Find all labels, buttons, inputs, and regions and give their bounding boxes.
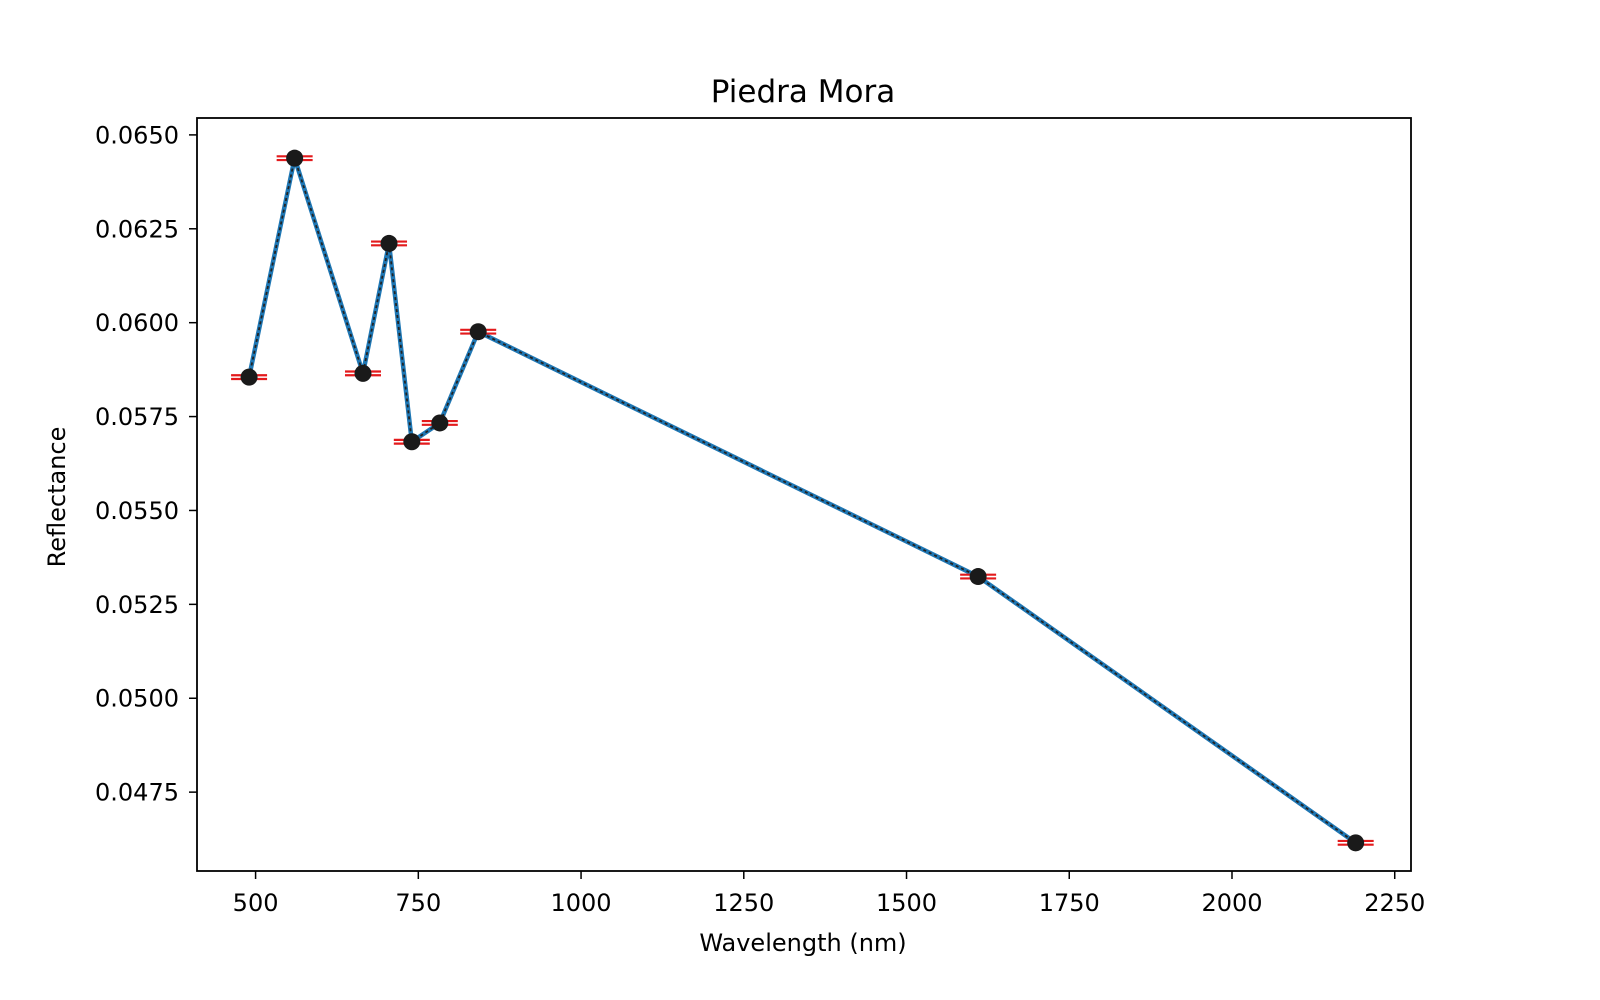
axes-frame <box>196 117 1412 872</box>
y-tick-label: 0.0650 <box>95 121 179 149</box>
data-point <box>240 368 258 386</box>
data-point <box>1347 834 1365 852</box>
x-tick-label: 2250 <box>1364 889 1425 917</box>
data-point <box>354 364 372 382</box>
data-point <box>431 414 449 432</box>
x-tick-label: 1250 <box>713 889 774 917</box>
x-axis-title: Wavelength (nm) <box>699 929 906 957</box>
y-tick-label: 0.0500 <box>95 685 179 713</box>
x-tick-label: 1000 <box>551 889 612 917</box>
y-tick-label: 0.0625 <box>95 215 179 243</box>
y-tick-label: 0.0600 <box>95 309 179 337</box>
y-tick-label: 0.0525 <box>95 591 179 619</box>
data-point <box>380 234 398 252</box>
x-axis: 500 750 1000 1250 1500 1750 2000 2250 <box>233 871 1425 917</box>
data-point <box>403 433 421 451</box>
x-tick-label: 750 <box>395 889 441 917</box>
data-point <box>469 323 487 341</box>
y-axis-title: Reflectance <box>43 427 71 568</box>
y-tick-label: 0.0550 <box>95 497 179 525</box>
y-axis: 0.0475 0.0500 0.0525 0.0550 0.0575 0.0600 0.06… <box>95 121 197 807</box>
x-tick-label: 1500 <box>876 889 937 917</box>
data-point <box>286 149 304 167</box>
x-tick-label: 1750 <box>1039 889 1100 917</box>
y-tick-label: 0.0475 <box>95 779 179 807</box>
plot-area <box>231 149 1374 852</box>
chart-title: Piedra Mora <box>711 74 895 110</box>
data-point <box>969 568 987 586</box>
y-tick-label: 0.0575 <box>95 403 179 431</box>
x-tick-label: 2000 <box>1201 889 1262 917</box>
x-tick-label: 500 <box>233 889 279 917</box>
